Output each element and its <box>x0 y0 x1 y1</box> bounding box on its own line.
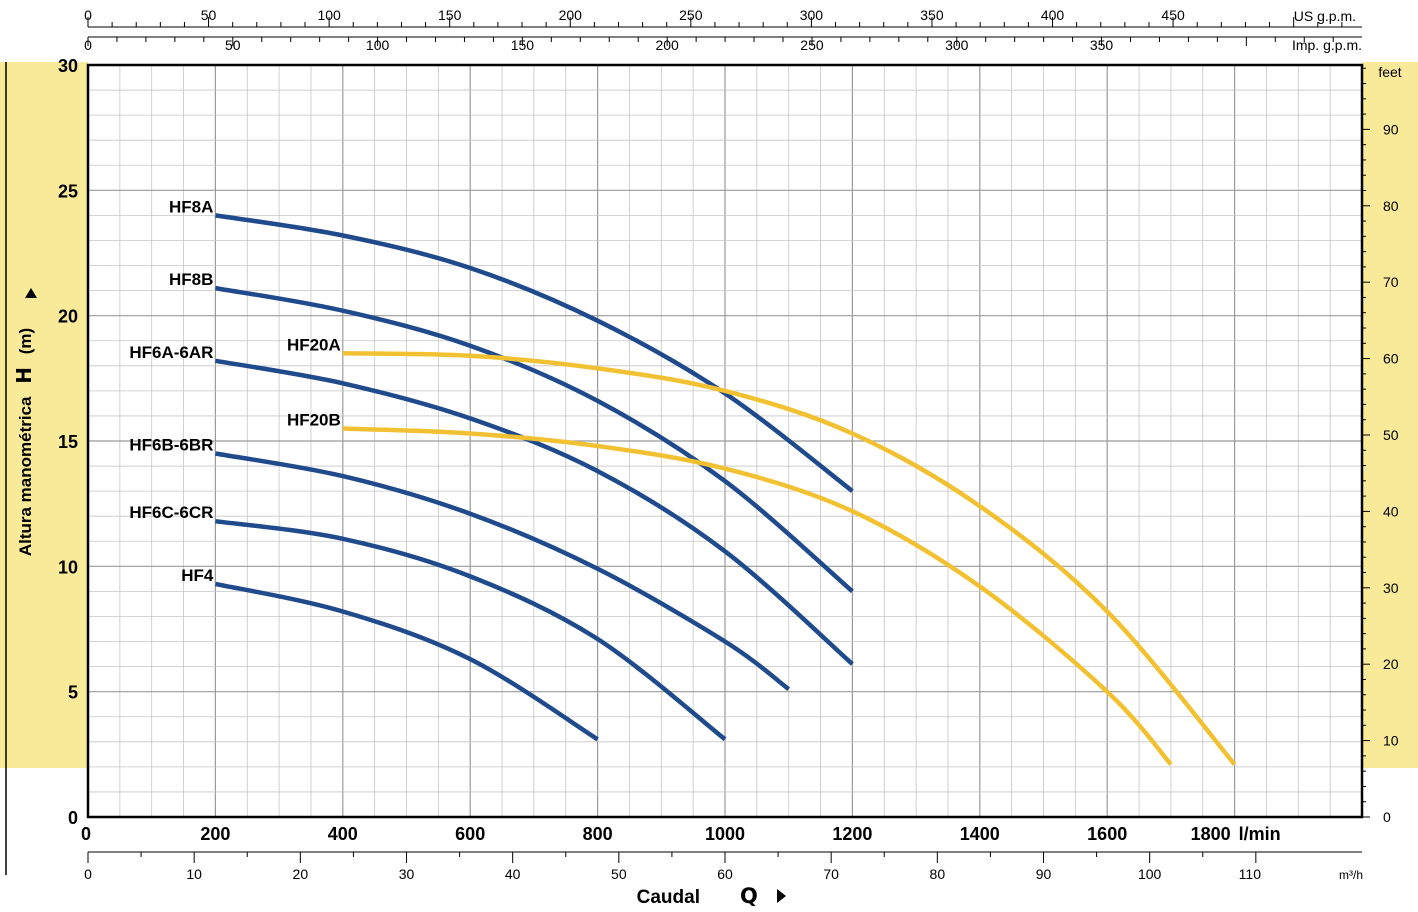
x-tick-label: 400 <box>328 824 358 844</box>
x-tick-label: 0 <box>81 824 91 844</box>
y-axis-unit: (m) <box>16 328 35 354</box>
plot-frame <box>86 63 1364 819</box>
imp-gpm-tick-label: 100 <box>366 37 390 53</box>
m3h-tick-label: 90 <box>1036 866 1052 882</box>
curve-hf6a-6ar <box>215 358 854 666</box>
x-axis-label: Caudal <box>637 887 700 908</box>
m3h-tick-label: 40 <box>505 866 521 882</box>
feet-tick-label: 90 <box>1383 121 1399 137</box>
feet-tick-label: 20 <box>1383 656 1399 672</box>
y-tick-label: 0 <box>68 808 78 828</box>
imp-gpm-tick-label: 50 <box>225 37 241 53</box>
curve-hf6c-6cr <box>215 518 727 742</box>
y-tick-label: 25 <box>58 181 78 201</box>
m3h-tick-label: 20 <box>293 866 309 882</box>
us-gpm-tick-label: 300 <box>800 7 824 23</box>
us-gpm-tick-label: 200 <box>559 7 583 23</box>
imp-gpm-tick-label: 250 <box>800 37 824 53</box>
x-tick-label: 1000 <box>705 824 745 844</box>
us-gpm-axis-unit: US g.p.m. <box>1294 8 1356 24</box>
curve-label-hf6b-6br: HF6B-6BR <box>129 436 213 455</box>
y-axis-arrow-icon <box>25 288 37 298</box>
x-tick-label: 1600 <box>1087 824 1127 844</box>
curve-label-hf6a-6ar: HF6A-6AR <box>129 343 213 362</box>
curve-hf8b <box>215 285 854 594</box>
x-tick-label: 1800 <box>1191 824 1231 844</box>
us-gpm-tick-label: 50 <box>201 7 217 23</box>
m3h-tick-label: 30 <box>399 866 415 882</box>
curve-hf20b <box>342 426 1173 766</box>
us-gpm-tick-label: 100 <box>317 7 341 23</box>
y-axis-symbol: H <box>12 367 36 384</box>
y-axis-label: Altura manométrica <box>16 396 35 556</box>
highlight-band-left <box>0 62 88 768</box>
curve-label-hf20a: HF20A <box>287 335 341 354</box>
y-axis-title: Altura manométrica H (m) <box>12 328 36 556</box>
y-tick-label: 10 <box>58 557 78 577</box>
y-tick-label: 5 <box>68 683 78 703</box>
m3h-tick-label: 50 <box>611 866 627 882</box>
us-gpm-tick-label: 450 <box>1161 7 1185 23</box>
y-tick-label: 20 <box>58 307 78 327</box>
us-gpm-tick-label: 0 <box>84 7 92 23</box>
feet-tick-label: 10 <box>1383 733 1399 749</box>
highlight-band-right <box>1362 62 1418 768</box>
imp-gpm-tick-label: 300 <box>945 37 969 53</box>
grid <box>88 65 1362 817</box>
m3h-tick-label: 110 <box>1239 866 1262 882</box>
x-tick-label: 1200 <box>832 824 872 844</box>
imp-gpm-tick-label: 150 <box>511 37 535 53</box>
curve-hf4 <box>214 581 599 742</box>
curve-label-hf8a: HF8A <box>169 197 213 216</box>
x-axis-arrow-icon <box>777 889 786 903</box>
curve-label-hf6c-6cr: HF6C-6CR <box>129 503 213 522</box>
curve-hf6b-6br <box>215 451 791 691</box>
curve-label-hf20b: HF20B <box>287 410 341 429</box>
svg-text:Altura manométrica H: Altura manométrica H (m) <box>12 328 36 556</box>
us-gpm-tick-label: 350 <box>920 7 944 23</box>
feet-tick-label: 50 <box>1383 427 1399 443</box>
x-axis-unit: l/min <box>1239 824 1281 844</box>
feet-tick-label: 40 <box>1383 503 1399 519</box>
m3h-tick-label: 10 <box>186 866 202 882</box>
us-gpm-tick-label: 150 <box>438 7 462 23</box>
imp-gpm-tick-label: 0 <box>84 37 92 53</box>
m3h-tick-label: 100 <box>1138 866 1162 882</box>
y-tick-label: 30 <box>58 56 78 76</box>
x-tick-label: 200 <box>200 824 230 844</box>
y-tick-label: 15 <box>58 432 78 452</box>
us-gpm-tick-label: 250 <box>679 7 703 23</box>
feet-tick-label: 0 <box>1383 809 1391 825</box>
m3h-axis-unit: m³/h <box>1339 868 1363 882</box>
imp-gpm-tick-label: 350 <box>1090 37 1114 53</box>
x-tick-label: 800 <box>583 824 613 844</box>
feet-tick-label: 60 <box>1383 351 1399 367</box>
curve-labels: HF8A HF8B HF6A-6AR HF6B-6BR HF6C-6CR HF4 HF20A… <box>129 197 340 584</box>
m3h-tick-label: 80 <box>930 866 946 882</box>
feet-tick-label: 70 <box>1383 274 1399 290</box>
feet-tick-label: 30 <box>1383 580 1399 596</box>
m3h-tick-label: 60 <box>717 866 733 882</box>
x-tick-label: 600 <box>455 824 485 844</box>
curve-label-hf4: HF4 <box>181 566 214 585</box>
x-tick-label: 1400 <box>960 824 1000 844</box>
us-gpm-tick-label: 400 <box>1041 7 1065 23</box>
imp-gpm-axis-unit: Imp. g.p.m. <box>1292 37 1362 53</box>
imp-gpm-tick-label: 200 <box>655 37 679 53</box>
m3h-tick-label: 70 <box>823 866 839 882</box>
feet-axis-unit: feet <box>1378 64 1401 80</box>
curves <box>214 213 1237 766</box>
x-axis-symbol: Q <box>740 884 758 908</box>
curve-hf20a <box>342 351 1237 766</box>
m3h-tick-label: 0 <box>84 866 92 882</box>
curve-label-hf8b: HF8B <box>169 270 213 289</box>
feet-tick-label: 80 <box>1383 198 1399 214</box>
curve-hf8a <box>215 213 854 493</box>
